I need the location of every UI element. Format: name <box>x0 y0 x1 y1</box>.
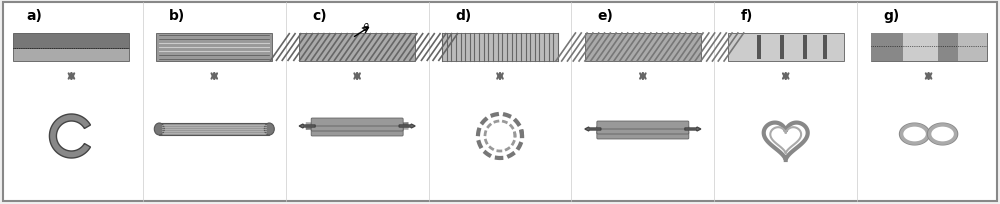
Text: $\theta$: $\theta$ <box>362 21 370 33</box>
Bar <box>13 49 129 62</box>
Text: f): f) <box>741 9 753 23</box>
FancyBboxPatch shape <box>597 131 689 139</box>
Bar <box>958 34 987 62</box>
Bar <box>156 34 272 62</box>
Bar <box>13 34 129 49</box>
Text: c): c) <box>312 9 327 23</box>
Ellipse shape <box>154 123 164 135</box>
FancyBboxPatch shape <box>3 3 997 201</box>
Bar <box>159 123 269 135</box>
Bar <box>780 36 784 60</box>
FancyArrow shape <box>585 127 601 131</box>
FancyArrow shape <box>399 124 415 128</box>
FancyBboxPatch shape <box>311 118 403 126</box>
Bar <box>585 34 701 62</box>
Text: e): e) <box>598 9 614 23</box>
Bar <box>903 34 938 62</box>
Bar <box>803 36 807 60</box>
Bar <box>728 34 844 62</box>
Text: d): d) <box>455 9 471 23</box>
Bar <box>442 34 558 62</box>
FancyBboxPatch shape <box>311 123 403 131</box>
FancyArrow shape <box>685 127 701 131</box>
Bar <box>938 34 958 62</box>
Text: g): g) <box>884 9 900 23</box>
FancyArrow shape <box>299 124 315 128</box>
Ellipse shape <box>264 123 274 135</box>
Bar <box>757 36 761 60</box>
Text: b): b) <box>169 9 186 23</box>
Bar <box>871 34 987 62</box>
FancyBboxPatch shape <box>597 126 689 134</box>
Bar <box>823 36 827 60</box>
Polygon shape <box>49 114 90 158</box>
Bar <box>299 34 415 62</box>
Text: a): a) <box>26 9 42 23</box>
FancyBboxPatch shape <box>311 128 403 136</box>
Bar <box>871 34 903 62</box>
FancyBboxPatch shape <box>597 121 689 129</box>
